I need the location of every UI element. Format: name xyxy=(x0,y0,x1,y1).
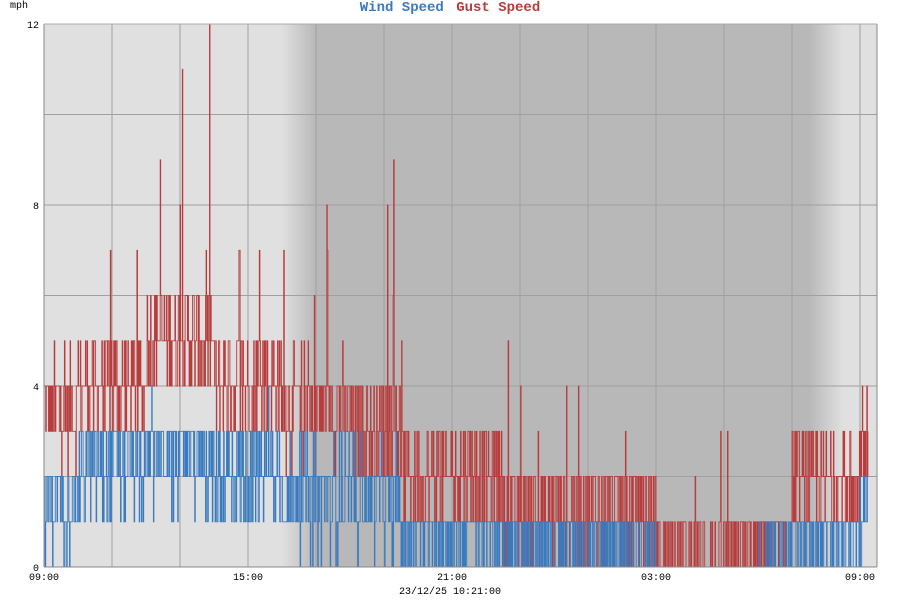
y-tick-label: 8 xyxy=(33,202,39,213)
y-tick-label: 0 xyxy=(33,564,39,575)
x-tick-label: 09:00 xyxy=(29,573,59,584)
y-axis-label: mph xyxy=(10,1,29,12)
chart-legend: Wind Speed Gust Speed xyxy=(0,0,900,16)
timestamp-caption: 23/12/25 10:21:00 xyxy=(398,587,502,598)
x-tick-label: 21:00 xyxy=(437,573,467,584)
gust-speed-line xyxy=(44,23,869,568)
y-tick-label: 12 xyxy=(27,21,39,32)
x-tick-label: 15:00 xyxy=(233,573,263,584)
legend-gust-speed: Gust Speed xyxy=(456,0,541,16)
x-tick-label: 09:00 xyxy=(845,573,875,584)
y-tick-label: 4 xyxy=(33,383,39,394)
x-tick-label: 03:00 xyxy=(641,573,671,584)
legend-wind-speed: Wind Speed xyxy=(359,0,444,16)
